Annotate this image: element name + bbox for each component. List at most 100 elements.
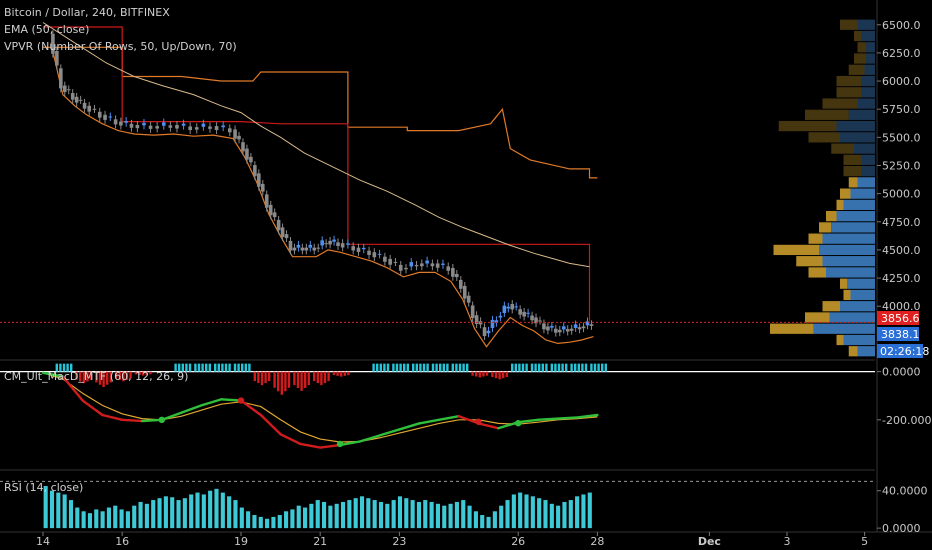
rsi-bar (480, 515, 485, 529)
rsi-bar (511, 494, 516, 529)
macd-line-segment (517, 418, 540, 424)
macd-histogram-bar (320, 371, 323, 386)
candle-body (92, 108, 97, 110)
macd-cross-dot (515, 419, 522, 427)
candle-body (455, 273, 459, 278)
macd-histogram-bar (534, 363, 537, 372)
vpvr-row-down (770, 323, 814, 334)
rsi-bar (246, 511, 251, 529)
candle-body (377, 253, 382, 255)
rsi-bar (163, 496, 168, 529)
candle-body (312, 247, 317, 251)
macd-histogram-bar (538, 363, 541, 372)
macd-histogram-bar (268, 371, 271, 382)
candle-body (237, 135, 241, 140)
macd-histogram-bar (224, 363, 228, 372)
candle-body (458, 279, 463, 289)
candle-body (304, 247, 309, 251)
candle-body (446, 266, 451, 271)
time-axis: 14 16 19 21 23 26 28 Dec 3 5 (36, 532, 868, 548)
rsi-bar (106, 507, 111, 529)
macd-cross-dot (158, 416, 165, 424)
candle-body (119, 121, 123, 126)
rsi-bar (315, 500, 320, 529)
rsi-bar (239, 507, 244, 529)
macd-histogram-bar (601, 363, 604, 372)
vpvr-row-down (805, 109, 849, 120)
macd-histogram-bar (597, 363, 600, 372)
macd-histogram-bar (244, 363, 247, 372)
macd-histogram-bar (109, 371, 112, 383)
macd-line-segment (219, 398, 243, 402)
candle-body (565, 329, 570, 332)
macd-signal-line (42, 372, 598, 443)
vpvr-row-up (857, 98, 875, 109)
macd-histogram-bar (565, 363, 568, 372)
macd-histogram-bar (435, 363, 438, 372)
vpvr-row-down (840, 188, 851, 199)
macd-histogram-bar (442, 363, 445, 372)
macd-histogram-bar (95, 371, 98, 383)
macd-legend[interactable]: CM_Ult_MacD_MTF (60, 12, 26, 9) (4, 370, 189, 383)
candle-body (581, 326, 586, 329)
macd-histogram-bar (343, 371, 346, 376)
candle-body (589, 324, 594, 326)
rsi-bar (473, 511, 478, 529)
rsi-bar (81, 511, 86, 529)
candle-body (97, 111, 102, 118)
candle-body (486, 330, 491, 334)
macd-histogram-bar (415, 363, 418, 372)
rsi-bar (208, 490, 213, 529)
macd-histogram-bar (491, 371, 494, 378)
ema-legend[interactable]: EMA (50, close) (4, 23, 90, 36)
candle-body (324, 243, 328, 245)
rsi-bar (233, 500, 238, 529)
macd-line-segment (299, 442, 322, 449)
price-tick-label: 5000.0 (882, 188, 921, 201)
candle-body (356, 247, 361, 252)
macd-histogram-bar (316, 371, 319, 384)
candle-body (474, 315, 479, 325)
vpvr-row-down (840, 278, 847, 289)
time-tick-label: 28 (590, 535, 604, 548)
macd-line-segment (81, 399, 104, 417)
rsi-bar (125, 511, 130, 529)
macd-histogram-bar (181, 363, 184, 372)
rsi-bar (309, 503, 314, 529)
rsi-bar (62, 494, 67, 529)
macd-histogram-bar (584, 363, 588, 372)
candle-body (260, 183, 265, 192)
rsi-bar (220, 492, 225, 529)
rsi-bar (132, 505, 137, 529)
vpvr-row-down (848, 346, 858, 357)
vpvr-legend[interactable]: VPVR (Number Of Rows, 50, Up/Down, 70) (4, 40, 237, 53)
macd-histogram-bar (581, 363, 584, 372)
macd-histogram-bar (296, 371, 300, 389)
rsi-bar (144, 503, 149, 529)
candle-body (194, 127, 199, 130)
candle-body (70, 93, 75, 100)
last-price-label: 3856.6 (881, 312, 920, 325)
candle-body (557, 329, 562, 333)
candle-body (466, 295, 471, 303)
vpvr-row-down (773, 244, 819, 256)
candle-body (372, 252, 377, 258)
candle-body (518, 309, 522, 315)
vpvr-row-down (796, 256, 823, 267)
macd-histogram-bar (372, 363, 375, 372)
macd-line-segment (101, 413, 124, 422)
candle-body (308, 244, 313, 248)
candle-body (201, 123, 206, 127)
rsi-legend[interactable]: RSI (14, close) (4, 481, 84, 494)
macd-histogram-bar (347, 371, 350, 376)
macd-histogram-bar (62, 363, 66, 372)
candle-body (420, 263, 424, 267)
candle-body (300, 247, 305, 251)
vpvr-row-up (847, 278, 875, 289)
macd-histogram-bar (205, 363, 208, 372)
macd-line-segment (437, 415, 460, 422)
candle-body (383, 256, 387, 262)
candle-body (346, 243, 350, 245)
vpvr-row-up (831, 222, 875, 233)
